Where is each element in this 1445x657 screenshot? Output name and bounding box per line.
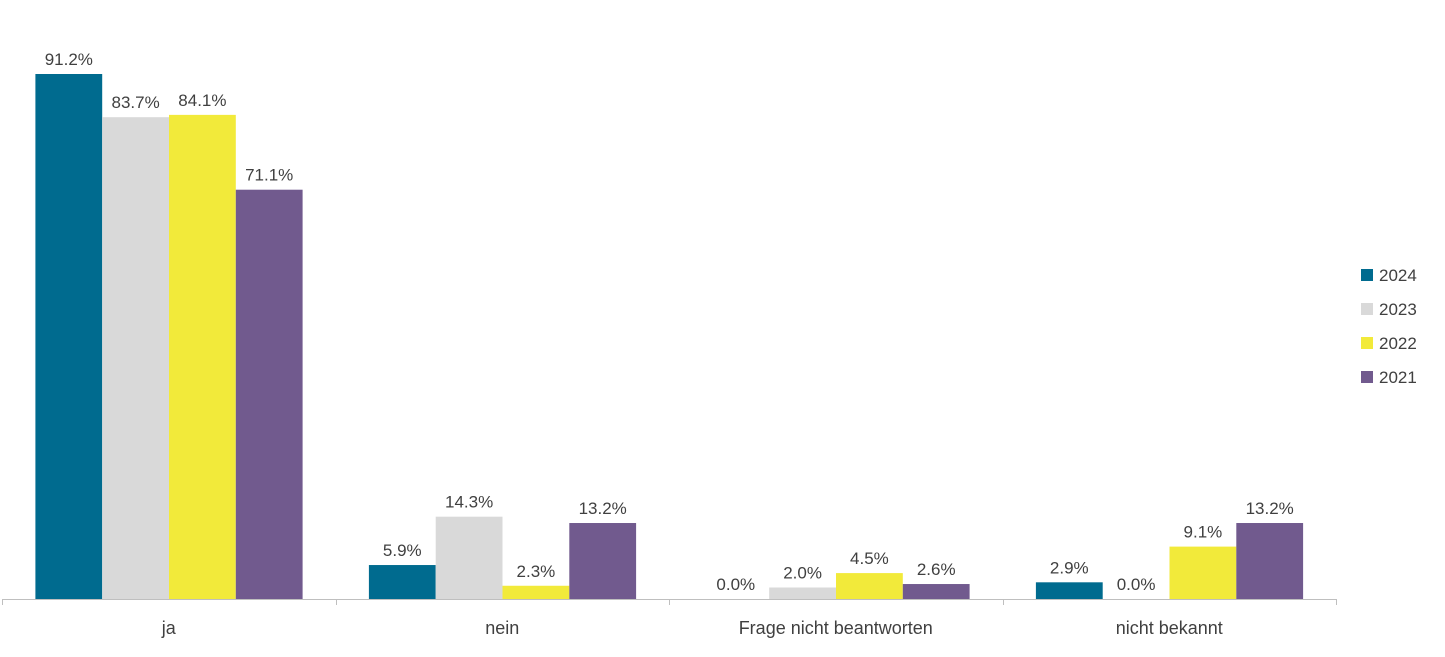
- data-label-2023-1: 14.3%: [445, 493, 493, 512]
- bar-2022-1: [502, 585, 570, 599]
- bar-2024-3: [1035, 582, 1103, 599]
- bar-2023-2: [769, 587, 836, 599]
- bars-layer: [35, 74, 1304, 600]
- legend-swatch-2022: [1361, 337, 1373, 349]
- data-label-2022-1: 2.3%: [517, 562, 556, 581]
- x-tick-label-1: nein: [485, 618, 519, 638]
- bar-2021-2: [902, 584, 970, 599]
- data-label-2024-0: 91.2%: [45, 50, 93, 69]
- bar-2021-3: [1236, 523, 1304, 599]
- bar-2024-1: [368, 565, 436, 599]
- bar-2022-0: [169, 114, 236, 600]
- data-label-2022-0: 84.1%: [178, 91, 226, 110]
- data-label-2021-1: 13.2%: [579, 499, 627, 518]
- data-label-2021-2: 2.6%: [917, 560, 956, 579]
- legend-label-2021: 2021: [1379, 368, 1417, 387]
- data-label-2024-1: 5.9%: [383, 541, 422, 560]
- x-tick-label-0: ja: [161, 618, 177, 638]
- data-label-2022-2: 4.5%: [850, 549, 889, 568]
- legend-swatch-2024: [1361, 269, 1373, 281]
- bar-2021-0: [235, 189, 303, 600]
- data-label-2022-3: 9.1%: [1184, 523, 1223, 542]
- legend-swatch-2023: [1361, 303, 1373, 315]
- data-label-2021-3: 13.2%: [1246, 499, 1294, 518]
- data-label-2024-3: 2.9%: [1050, 558, 1089, 577]
- x-axis: ja nein Frage nicht beantworten nicht bekan…: [2, 599, 1337, 638]
- data-label-2021-0: 71.1%: [245, 166, 293, 185]
- bar-2022-3: [1169, 546, 1237, 599]
- data-label-2024-2: 0.0%: [716, 575, 755, 594]
- bar-2023-1: [435, 516, 503, 599]
- bar-2024-0: [35, 74, 103, 599]
- data-label-2023-0: 83.7%: [111, 93, 159, 112]
- data-label-2023-2: 2.0%: [783, 563, 822, 582]
- bar-2023-0: [102, 117, 169, 599]
- legend-label-2022: 2022: [1379, 334, 1417, 353]
- legend-label-2024: 2024: [1379, 266, 1417, 285]
- legend-label-2023: 2023: [1379, 300, 1417, 319]
- bar-2021-1: [569, 523, 637, 599]
- x-tick-label-2: Frage nicht beantworten: [739, 618, 933, 638]
- legend-swatch-2021: [1361, 371, 1373, 383]
- bar-2022-2: [836, 573, 903, 599]
- legend: 2024 2023 2022 2021: [1361, 266, 1417, 387]
- data-label-2023-3: 0.0%: [1117, 575, 1156, 594]
- x-tick-label-3: nicht bekannt: [1116, 618, 1223, 638]
- data-labels-layer: 91.2% 83.7% 84.1% 71.1% 5.9% 14.3% 2.3% 13.2% 0.…: [45, 50, 1294, 594]
